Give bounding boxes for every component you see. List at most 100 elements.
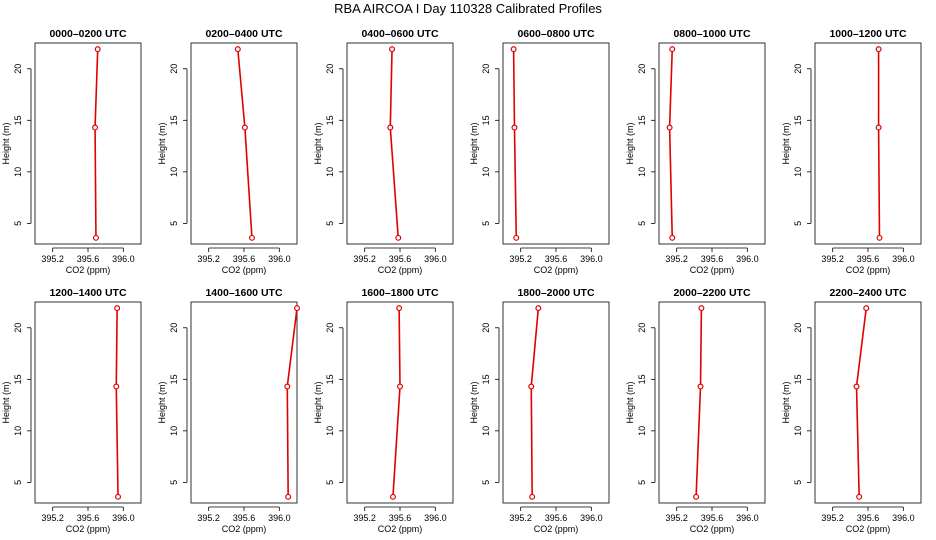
y-axis-label: Height (m): [157, 122, 167, 164]
y-tick-label: 20: [793, 323, 803, 333]
profile-point: [856, 493, 863, 500]
plot-frame: [658, 301, 766, 504]
x-tick-label: 395.2: [821, 254, 844, 264]
y-tick-label: 15: [793, 374, 803, 384]
x-tick-label: 395.6: [77, 254, 100, 264]
x-tick-label: 396.0: [736, 513, 759, 523]
x-tick-label: 395.6: [389, 513, 412, 523]
x-axis-label: CO2 (ppm): [534, 524, 579, 534]
x-axis-label: CO2 (ppm): [66, 524, 111, 534]
x-axis-label: CO2 (ppm): [222, 524, 267, 534]
plot-frame: [346, 301, 454, 504]
x-tick-label: 395.2: [197, 254, 220, 264]
x-tick-label: 395.6: [233, 254, 256, 264]
x-tick-label: 395.6: [545, 513, 568, 523]
x-tick-label: 395.6: [701, 254, 724, 264]
y-tick-label: 15: [13, 115, 23, 125]
profile-point: [92, 124, 99, 131]
profile-point: [397, 383, 404, 390]
y-tick-label: 15: [13, 374, 23, 384]
x-axis-label: CO2 (ppm): [846, 524, 891, 534]
x-tick-label: 396.0: [268, 254, 291, 264]
x-tick-label: 395.6: [545, 254, 568, 264]
profile-line: [512, 49, 518, 238]
y-tick-label: 20: [481, 323, 491, 333]
y-tick-label: 20: [169, 323, 179, 333]
y-tick-label: 20: [325, 323, 335, 333]
profile-point: [285, 493, 292, 500]
x-tick-label: 396.0: [580, 513, 603, 523]
y-tick-label: 20: [637, 64, 647, 74]
y-tick-label: 10: [793, 426, 803, 436]
y-tick-label: 5: [13, 221, 23, 226]
profile-point: [698, 305, 705, 312]
x-axis-label: CO2 (ppm): [222, 265, 267, 275]
x-tick-label: 395.2: [665, 254, 688, 264]
x-tick-label: 396.0: [424, 513, 447, 523]
profile-point: [875, 46, 882, 53]
y-tick-label: 10: [637, 167, 647, 177]
profile-point: [389, 46, 396, 53]
profile-point: [234, 46, 241, 53]
profile-point: [114, 305, 121, 312]
x-axis-label: CO2 (ppm): [690, 524, 735, 534]
plot-frame: [502, 301, 610, 504]
panel-title: 2000–2200 UTC: [673, 287, 750, 299]
profile-line: [286, 308, 298, 497]
x-tick-label: 395.2: [509, 254, 532, 264]
plot-frame: [502, 42, 610, 245]
profile-point: [113, 383, 120, 390]
profile-point: [669, 46, 676, 53]
profile-line: [668, 49, 674, 238]
profile-point: [876, 234, 883, 241]
profile-point: [853, 383, 860, 390]
y-tick-label: 20: [169, 64, 179, 74]
y-tick-label: 5: [481, 480, 491, 485]
profile-point: [535, 305, 542, 312]
profile-line: [855, 308, 868, 497]
y-axis-label: Height (m): [469, 381, 479, 423]
profile-line: [392, 308, 401, 497]
profile-point: [693, 493, 700, 500]
x-tick-label: 395.2: [821, 513, 844, 523]
y-axis-label: Height (m): [1, 381, 11, 423]
panel-title: 1000–1200 UTC: [829, 28, 906, 40]
y-tick-label: 20: [13, 64, 23, 74]
x-axis-label: CO2 (ppm): [690, 265, 735, 275]
y-tick-label: 5: [13, 480, 23, 485]
y-axis-label: Height (m): [157, 381, 167, 423]
y-tick-label: 20: [481, 64, 491, 74]
panel-title: 1600–1800 UTC: [361, 287, 438, 299]
y-tick-label: 5: [325, 221, 335, 226]
profile-point: [511, 124, 518, 131]
profile-point: [666, 124, 673, 131]
panel-title: 0800–1000 UTC: [673, 28, 750, 40]
y-tick-label: 10: [325, 426, 335, 436]
y-tick-label: 10: [13, 167, 23, 177]
x-axis-label: CO2 (ppm): [378, 524, 423, 534]
x-tick-label: 396.0: [892, 513, 915, 523]
x-tick-label: 395.6: [233, 513, 256, 523]
panel-title: 1400–1600 UTC: [205, 287, 282, 299]
x-tick-label: 395.2: [353, 513, 376, 523]
x-tick-label: 395.2: [665, 513, 688, 523]
x-axis-label: CO2 (ppm): [378, 265, 423, 275]
x-tick-label: 395.6: [857, 254, 880, 264]
x-tick-label: 395.6: [857, 513, 880, 523]
y-tick-label: 20: [13, 323, 23, 333]
profile-point: [529, 493, 536, 500]
y-axis-label: Height (m): [781, 381, 791, 423]
profile-point: [92, 234, 99, 241]
profile-line: [877, 49, 881, 238]
y-tick-label: 15: [481, 374, 491, 384]
y-tick-label: 10: [481, 167, 491, 177]
x-tick-label: 396.0: [112, 513, 135, 523]
